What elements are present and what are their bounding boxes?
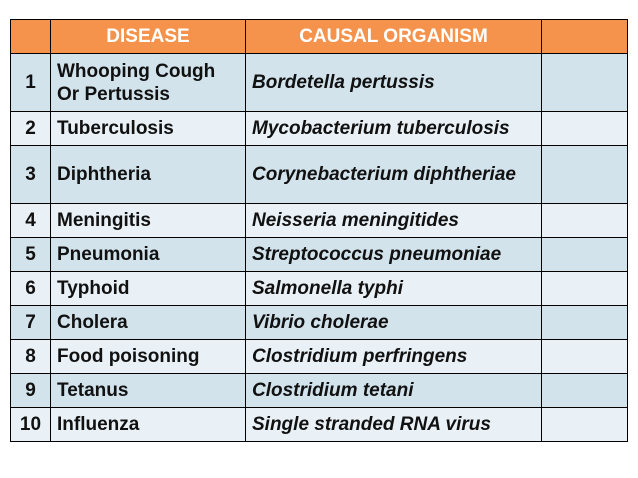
- row-number: 7: [10, 305, 51, 340]
- disease-cell: Whooping Cough Or Pertussis: [50, 53, 246, 112]
- table-row: 7 Cholera Vibrio cholerae: [10, 305, 628, 340]
- organism-cell: Vibrio cholerae: [245, 305, 542, 340]
- table-row: 5 Pneumonia Streptococcus pneumoniae: [10, 237, 628, 272]
- row-number: 10: [10, 407, 51, 442]
- row-number: 6: [10, 271, 51, 306]
- disease-cell: Influenza: [50, 407, 246, 442]
- row-number: 4: [10, 203, 51, 238]
- disease-cell: Diphtheria: [50, 145, 246, 204]
- organism-cell: Streptococcus pneumoniae: [245, 237, 542, 272]
- empty-cell: [541, 203, 628, 238]
- empty-cell: [541, 111, 628, 146]
- empty-cell: [541, 407, 628, 442]
- disease-cell: Food poisoning: [50, 339, 246, 374]
- empty-cell: [541, 305, 628, 340]
- disease-cell: Tuberculosis: [50, 111, 246, 146]
- organism-cell: Corynebacterium diphtheriae: [245, 145, 542, 204]
- row-number: 9: [10, 373, 51, 408]
- disease-cell: Pneumonia: [50, 237, 246, 272]
- disease-table: DISEASE CAUSAL ORGANISM 1 Whooping Cough…: [10, 19, 628, 442]
- organism-cell: Clostridium perfringens: [245, 339, 542, 374]
- organism-cell: Mycobacterium tuberculosis: [245, 111, 542, 146]
- empty-cell: [541, 339, 628, 374]
- organism-cell: Salmonella typhi: [245, 271, 542, 306]
- row-number: 5: [10, 237, 51, 272]
- table-row: 2 Tuberculosis Mycobacterium tuberculosi…: [10, 111, 628, 146]
- empty-cell: [541, 373, 628, 408]
- empty-cell: [541, 53, 628, 112]
- organism-cell: Clostridium tetani: [245, 373, 542, 408]
- table-row: 4 Meningitis Neisseria meningitides: [10, 203, 628, 238]
- row-number: 8: [10, 339, 51, 374]
- header-extra: [541, 19, 628, 54]
- table-row: 1 Whooping Cough Or Pertussis Bordetella…: [10, 53, 628, 112]
- empty-cell: [541, 145, 628, 204]
- row-number: 2: [10, 111, 51, 146]
- organism-cell: Neisseria meningitides: [245, 203, 542, 238]
- organism-cell: Bordetella pertussis: [245, 53, 542, 112]
- header-disease: DISEASE: [50, 19, 246, 54]
- row-number: 3: [10, 145, 51, 204]
- table-row: 3 Diphtheria Corynebacterium diphtheriae: [10, 145, 628, 204]
- table-row: 10 Influenza Single stranded RNA virus: [10, 407, 628, 442]
- empty-cell: [541, 237, 628, 272]
- disease-cell: Meningitis: [50, 203, 246, 238]
- header-number: [10, 19, 51, 54]
- table-row: 8 Food poisoning Clostridium perfringens: [10, 339, 628, 374]
- header-causal-organism: CAUSAL ORGANISM: [245, 19, 542, 54]
- organism-cell: Single stranded RNA virus: [245, 407, 542, 442]
- table-row: 6 Typhoid Salmonella typhi: [10, 271, 628, 306]
- disease-cell: Typhoid: [50, 271, 246, 306]
- empty-cell: [541, 271, 628, 306]
- row-number: 1: [10, 53, 51, 112]
- disease-cell: Tetanus: [50, 373, 246, 408]
- header-row: DISEASE CAUSAL ORGANISM: [10, 19, 628, 54]
- table-row: 9 Tetanus Clostridium tetani: [10, 373, 628, 408]
- disease-cell: Cholera: [50, 305, 246, 340]
